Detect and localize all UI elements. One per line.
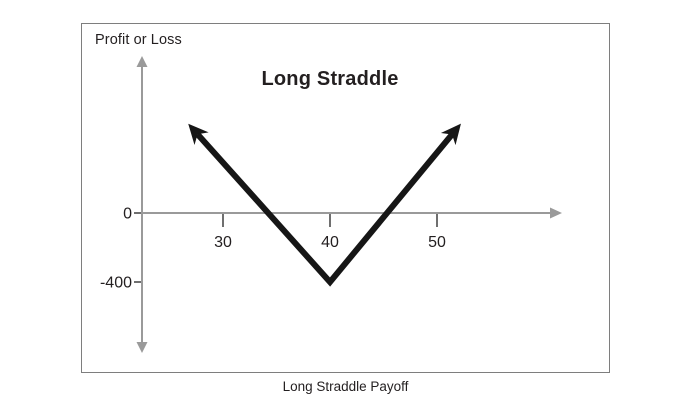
chart-caption: Long Straddle Payoff — [282, 379, 409, 394]
x-tick-label: 40 — [321, 234, 339, 251]
y-tick-label: -400 — [100, 275, 132, 292]
y-axis-arrowhead-up — [136, 56, 148, 67]
x-tick-label: 50 — [428, 234, 446, 251]
payoff-line — [195, 132, 455, 287]
y-axis-title: Profit or Loss — [95, 32, 182, 48]
payoff-arrowhead-left — [188, 123, 209, 146]
chart-frame — [81, 23, 610, 373]
x-tick-label: 30 — [214, 234, 232, 251]
y-axis-arrowhead-down — [136, 342, 148, 353]
chart-title: Long Straddle — [261, 68, 399, 90]
x-axis-arrowhead-right — [550, 207, 562, 219]
y-tick-label: 0 — [123, 206, 132, 223]
payoff-arrowhead-right — [440, 123, 461, 146]
